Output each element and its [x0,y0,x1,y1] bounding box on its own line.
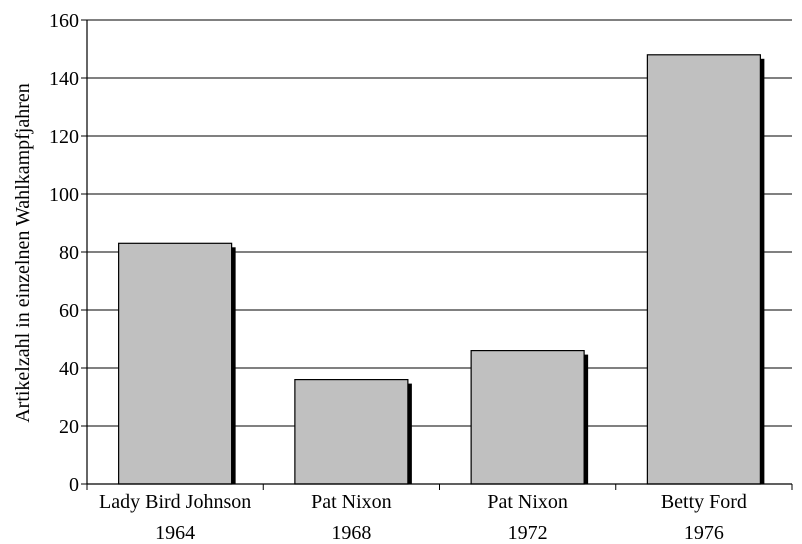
y-axis-title: Artikelzahl in einzelnen Wahlkampfjahren [12,83,34,423]
y-tick-label: 60 [59,300,79,322]
y-tick-label: 120 [49,126,79,148]
bars [118,54,765,485]
x-category-label: Lady Bird Johnson [99,491,251,513]
y-tick-label: 140 [49,68,79,90]
x-category-labels: Lady Bird Johnson 1964 Pat Nixon 1968 Pat Ni… [99,491,747,544]
bar [294,379,409,485]
x-category-label: Pat Nixon [487,491,568,513]
bar [470,350,585,485]
x-category-label: 1964 [155,522,195,544]
y-tick-labels: 0 20 40 60 80 100 120 140 160 [49,10,79,496]
bar [646,54,761,485]
x-category-label: 1968 [331,522,371,544]
x-category-label: 1976 [684,522,724,544]
x-category-label: 1972 [508,522,548,544]
y-tick-label: 0 [69,474,79,496]
x-category-label: Betty Ford [661,491,747,513]
y-tick-label: 100 [49,184,79,206]
y-tick-label: 80 [59,242,79,264]
bar [118,242,233,485]
y-tick-label: 160 [49,10,79,32]
x-category-label: Pat Nixon [311,491,392,513]
axes [81,19,793,490]
y-tick-label: 20 [59,416,79,438]
y-tick-label: 40 [59,358,79,380]
